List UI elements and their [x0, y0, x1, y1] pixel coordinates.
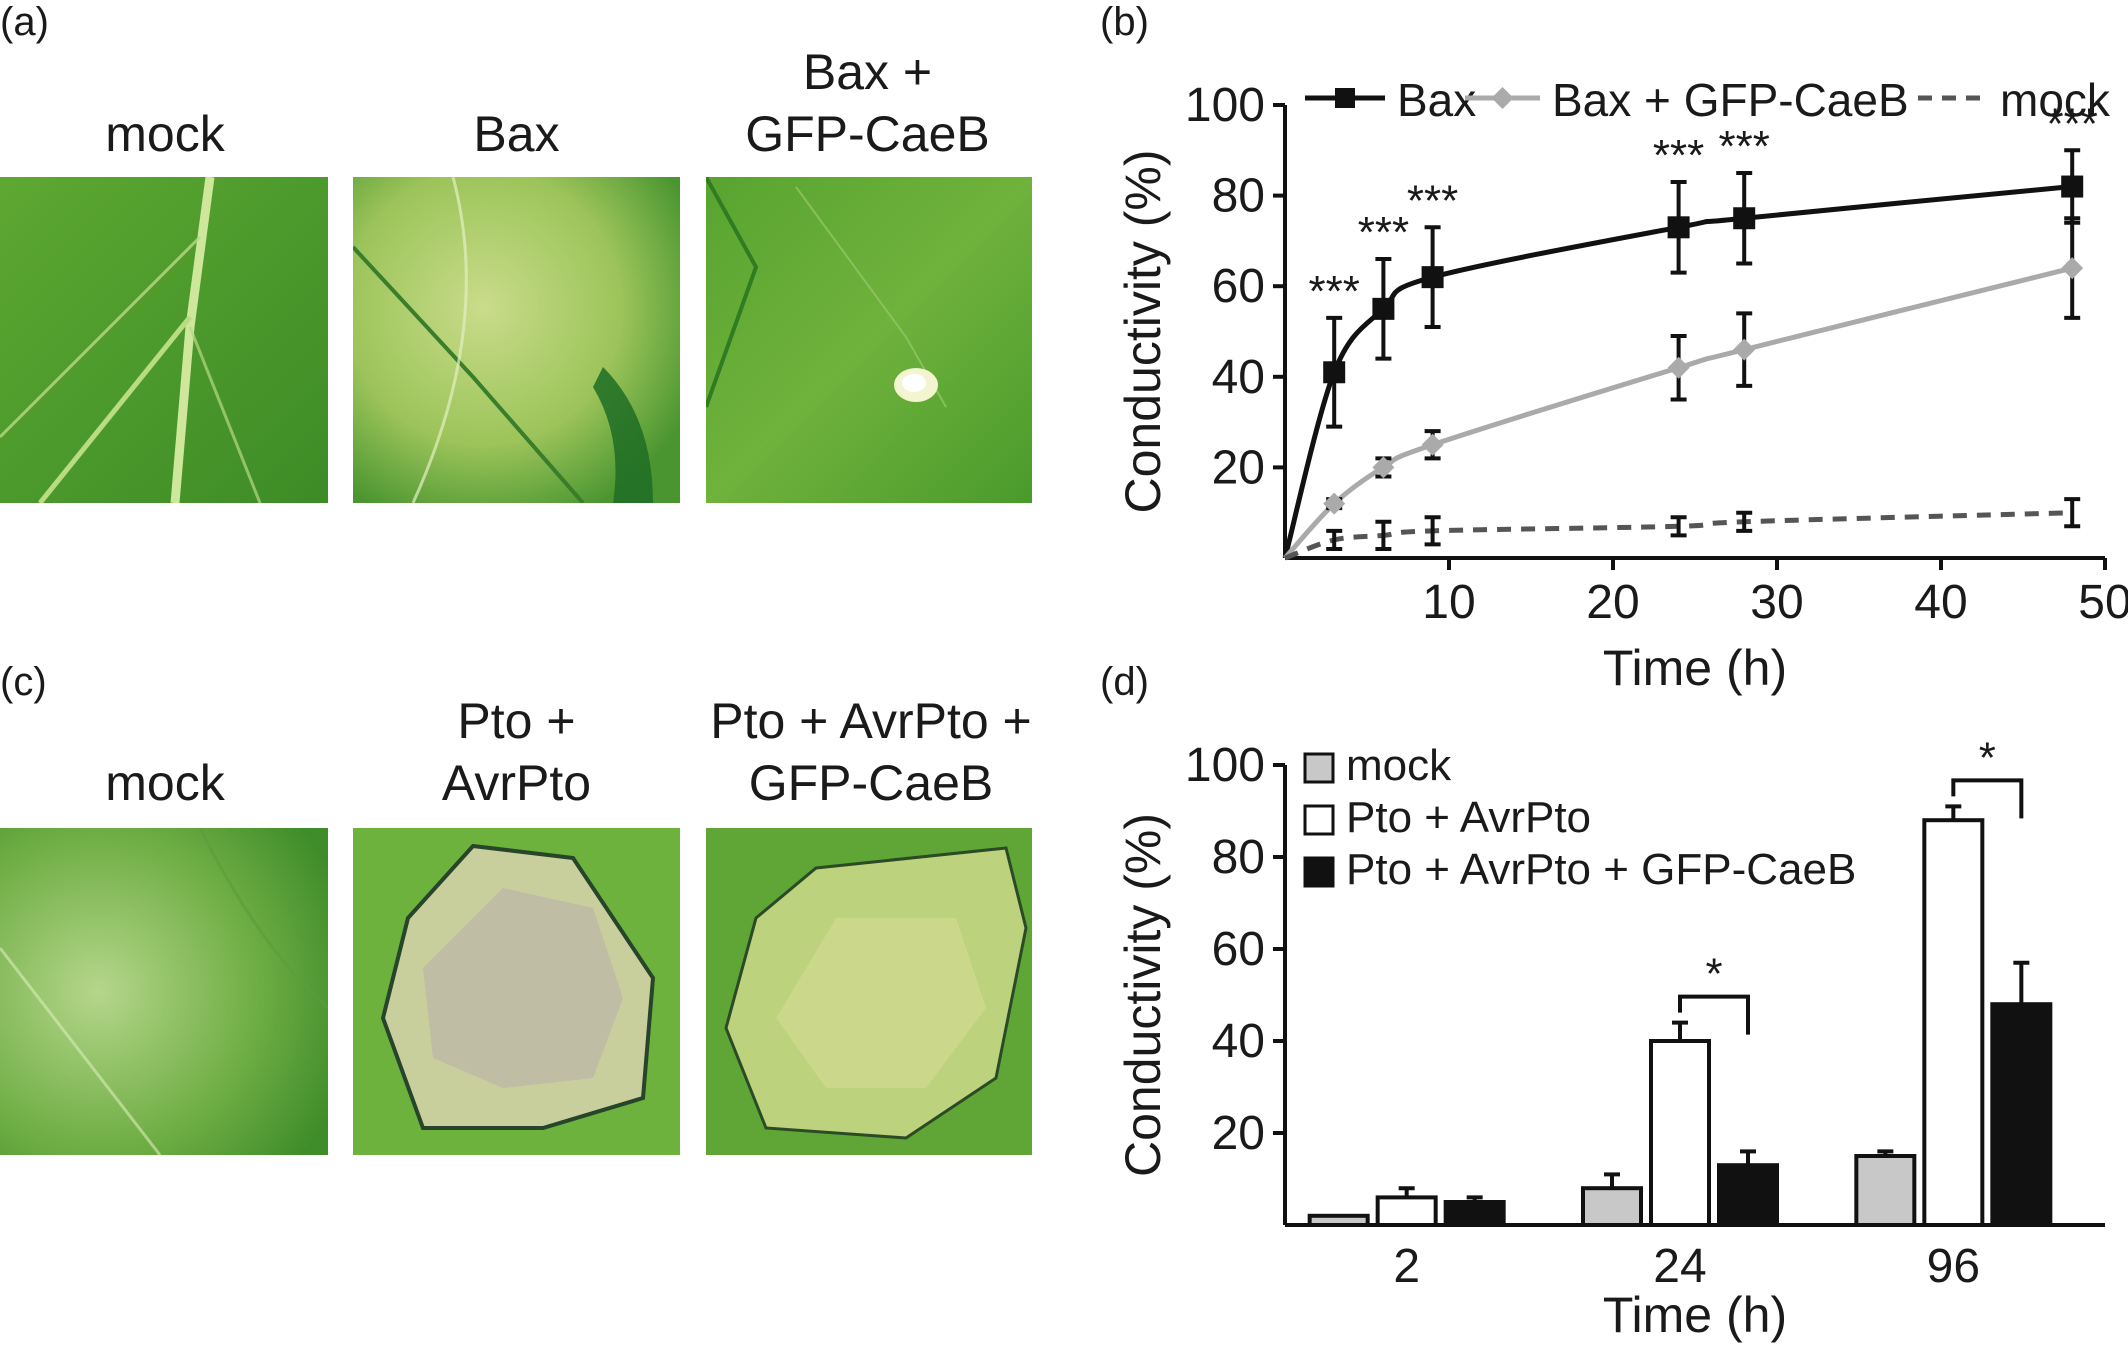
y-tick-label-20: 20	[1212, 1107, 1265, 1160]
photo-a2-label: Bax	[473, 106, 560, 162]
series-0-point-1	[1372, 297, 1395, 320]
conductivity-bar-chart: 20 40 60 80 100 2 24 96 Time (h) Conductivity (%)…	[1115, 733, 2105, 1343]
series-1-point-0	[1323, 492, 1346, 515]
series-1-point-3	[1667, 356, 1690, 379]
y-tick-label-40: 40	[1212, 351, 1265, 404]
photo-c2-label: Pto + AvrPto	[441, 693, 592, 811]
legend-marker-1	[1491, 87, 1514, 109]
panel-c-letter: (c)	[0, 660, 47, 704]
legend-swatch-0	[1303, 752, 1335, 784]
y-tick-label-20: 20	[1212, 441, 1265, 494]
series-1-group	[1283, 216, 2084, 560]
bar-0-1	[1375, 1195, 1438, 1227]
x-category-label-0: 2	[1393, 1240, 1420, 1293]
bar-0-2	[1443, 1200, 1506, 1227]
x-tick-label-50: 50	[2078, 576, 2128, 629]
series-1-point-5	[2061, 257, 2084, 280]
legend-label-0: mock	[1346, 741, 1452, 790]
significance-star-0: *	[1705, 950, 1722, 999]
series-0-point-0	[1323, 361, 1346, 384]
significance-stars-1: ***	[1358, 208, 1409, 257]
y-axis-title: Conductivity (%)	[1115, 150, 1171, 514]
leaf-photo-c-pto-avrpto	[353, 828, 680, 1155]
x-category-label-1: 24	[1653, 1240, 1706, 1293]
significance-stars-2: ***	[1407, 176, 1458, 225]
significance-stars-0: ***	[1309, 267, 1360, 316]
series-1-line	[1283, 265, 2073, 560]
series-2-line	[1284, 510, 2073, 561]
leaf-photo-c-mock	[0, 828, 328, 1155]
legend-label-1: Bax + GFP-CaeB	[1552, 74, 1909, 126]
y-tick-label-80: 80	[1212, 831, 1265, 884]
y-tick-label-60: 60	[1212, 923, 1265, 976]
bar-0-0	[1307, 1213, 1370, 1227]
series-0-point-4	[1733, 207, 1756, 230]
bar-2-1	[1922, 818, 1985, 1227]
legend: Bax Bax + GFP-CaeB mock	[1305, 74, 2111, 126]
series-0-point-5	[2061, 175, 2084, 198]
series-0-point-2	[1421, 266, 1444, 289]
significance-stars-5: ***	[2047, 99, 2098, 148]
significance-bracket-1	[1951, 778, 2024, 819]
y-axis-title: Conductivity (%)	[1115, 813, 1171, 1177]
legend-label-2: Pto + AvrPto + GFP-CaeB	[1346, 845, 1856, 894]
bar-1-0	[1581, 1186, 1643, 1228]
bar-1-2	[1717, 1163, 1779, 1228]
photo-c1-label: mock	[105, 755, 225, 811]
significance-star-1: *	[1979, 733, 1996, 782]
x-axis-title: Time (h)	[1603, 1287, 1787, 1343]
series-1-point-1	[1372, 456, 1395, 479]
x-tick-label-10: 10	[1422, 576, 1475, 629]
leaf-photo-c-pto-avrpto-gfp-caeb	[706, 828, 1032, 1155]
y-tick-label-100: 100	[1185, 79, 1265, 132]
bar-1-1	[1649, 1039, 1711, 1227]
series-1-point-2	[1421, 433, 1444, 456]
x-tick-label-40: 40	[1914, 576, 1967, 629]
photo-c3-label: Pto + AvrPto + GFP-CaeB	[710, 693, 1032, 811]
bar-2-0	[1854, 1154, 1917, 1227]
significance-stars-3: ***	[1653, 131, 1704, 180]
panel-d-letter: (d)	[1100, 660, 1149, 704]
legend-marker-0	[1335, 88, 1355, 108]
leaf-photo-bax-gfp-caeb	[706, 177, 1032, 503]
photo-a1-label: mock	[105, 106, 225, 162]
photo-a3-label: Bax + GFP-CaeB	[745, 44, 990, 162]
x-tick-label-30: 30	[1750, 576, 1803, 629]
legend-swatch-2	[1303, 856, 1335, 888]
panel-a-letter: (a)	[0, 0, 49, 44]
series-2-group	[1284, 497, 2081, 561]
y-tick-label-60: 60	[1212, 260, 1265, 313]
legend-swatch-1	[1303, 804, 1335, 836]
bar-2-2	[1990, 1002, 2053, 1228]
series-0-point-3	[1667, 216, 1690, 239]
x-axis-title: Time (h)	[1603, 640, 1787, 696]
significance-stars-4: ***	[1719, 122, 1770, 171]
significance-bracket-0	[1678, 994, 1750, 1035]
y-tick-label-40: 40	[1212, 1015, 1265, 1068]
conductivity-time-line-chart: 20 40 60 80 100 10 20 30 40 50 Time (h) Conductivit…	[1115, 74, 2128, 696]
legend-label-1: Pto + AvrPto	[1346, 793, 1591, 842]
x-category-label-2: 96	[1927, 1240, 1980, 1293]
series-0-group	[1282, 148, 2084, 559]
y-tick-label-100: 100	[1185, 739, 1265, 792]
series-1-point-4	[1733, 338, 1756, 361]
y-tick-label-80: 80	[1212, 170, 1265, 223]
x-tick-label-20: 20	[1586, 576, 1639, 629]
leaf-photo-mock	[0, 177, 328, 503]
legend-label-2: mock	[2000, 74, 2111, 126]
panel-b-letter: (b)	[1100, 0, 1149, 44]
leaf-photo-bax	[353, 177, 680, 503]
legend-label-0: Bax	[1397, 74, 1476, 126]
